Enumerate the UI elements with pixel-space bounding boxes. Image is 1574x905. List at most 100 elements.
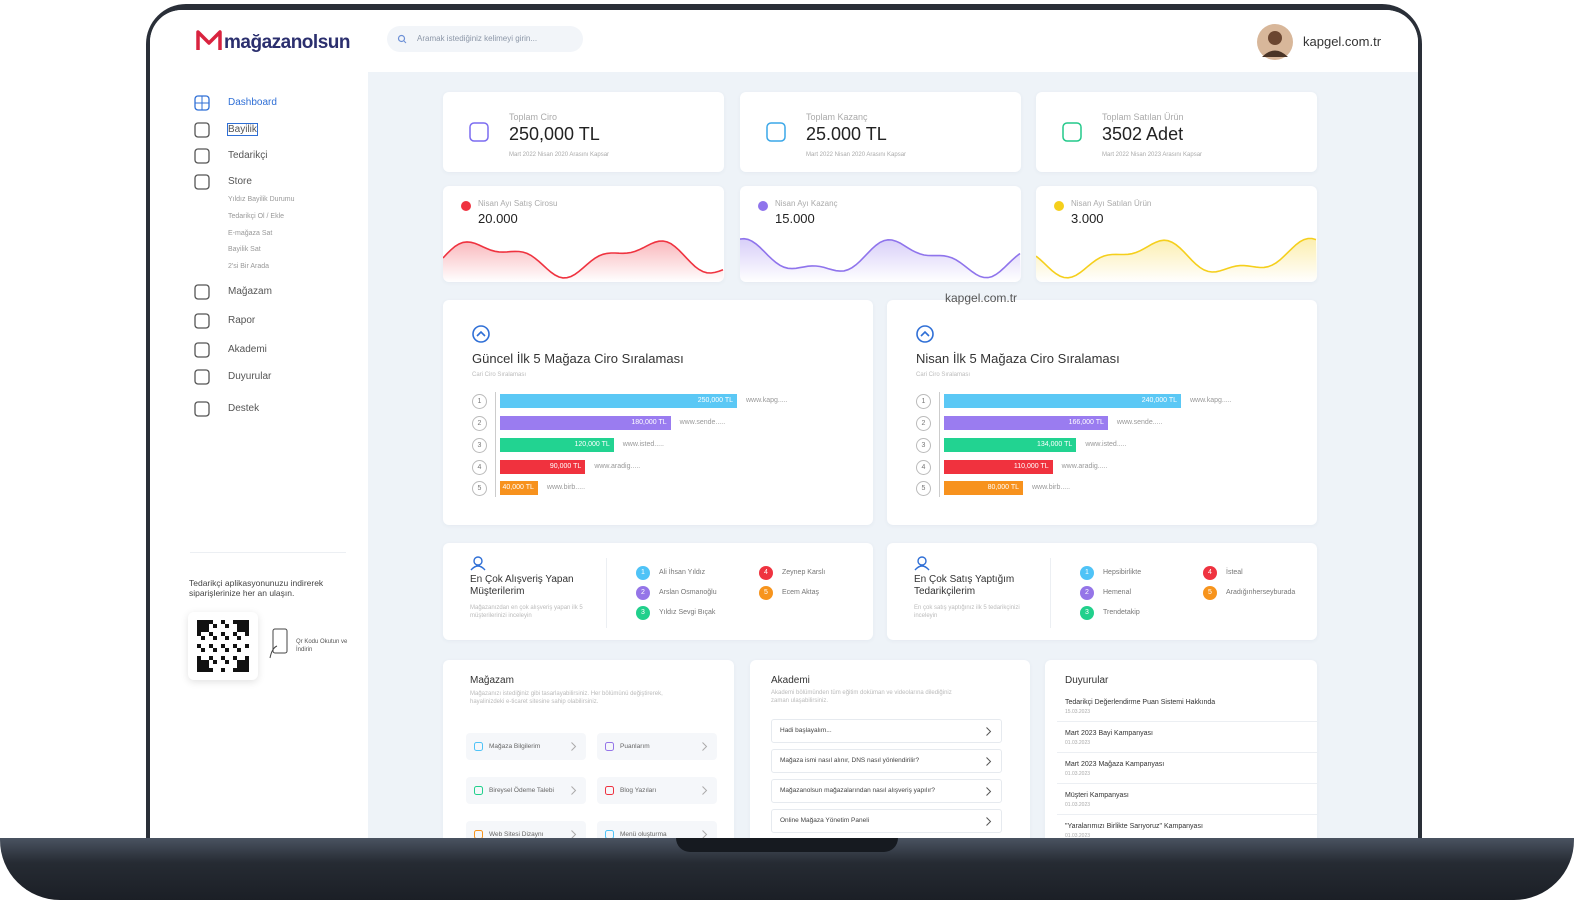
bar-label: 40,000 TL (502, 484, 534, 491)
ranking-panel: Güncel İlk 5 Mağaza Ciro Sıralaması Cari … (443, 300, 873, 525)
bar (500, 438, 614, 452)
menu-icon (194, 369, 210, 385)
list-name[interactable]: Ali İhsan Yıldız (659, 569, 706, 576)
stat-label: Toplam Ciro (509, 112, 558, 122)
list-name[interactable]: Zeynep Karslı (782, 569, 826, 576)
news-title[interactable]: Mart 2023 Mağaza Kampanyası (1065, 761, 1165, 768)
list-name[interactable]: Ecem Aktaş (782, 589, 819, 596)
button-icon (605, 786, 614, 795)
search-icon (397, 34, 407, 44)
menu-item[interactable]: Dashboard (228, 97, 277, 108)
button-label: Menü oluşturma (620, 831, 667, 838)
chevron (571, 830, 577, 838)
item-label: Online Mağaza Yönetim Paneli (780, 817, 870, 824)
submenu-item[interactable]: Tedarikçi Ol / Ekle (228, 212, 285, 220)
list-name[interactable]: Yıldız Sevgi Bıçak (659, 609, 716, 616)
rank-axis (495, 392, 496, 497)
rank-badge: 4 (759, 566, 773, 580)
chevron (571, 742, 577, 751)
store-button[interactable]: Puanlarım (597, 733, 717, 760)
list-name[interactable]: Hemenal (1103, 589, 1132, 596)
menu-item[interactable]: Akademi (228, 344, 267, 355)
store-button[interactable]: Mağaza Bilgilerim (466, 733, 586, 760)
rank-axis (939, 392, 940, 497)
divider (606, 558, 607, 628)
rank-badge: 4 (472, 460, 487, 475)
news-title[interactable]: "Yaralarımızı Birlikte Sarıyoruz" Kampan… (1065, 823, 1203, 830)
button-icon (474, 830, 483, 838)
academy-item[interactable]: Mağaza ismi nasıl alınır, DNS nasıl yönl… (771, 749, 1002, 773)
list-name[interactable]: Arslan Osmanoğlu (659, 589, 717, 596)
rank-badge: 3 (1080, 606, 1094, 620)
store-button[interactable]: Web Sitesi Dizaynı (466, 821, 586, 838)
store-button[interactable]: Blog Yazıları (597, 777, 717, 804)
site-label[interactable]: www.isted..... (1085, 441, 1127, 448)
button-label: Puanlarım (620, 743, 650, 750)
stat-label: Toplam Satılan Ürün (1102, 112, 1184, 122)
bar (944, 438, 1077, 452)
menu-item[interactable]: Rapor (228, 315, 256, 326)
site-label[interactable]: www.isted..... (622, 441, 664, 448)
menu-item[interactable]: Mağazam (228, 286, 272, 297)
item-label: Hadi başlayalım... (780, 727, 832, 734)
list-name[interactable]: Aradığınherseyburada (1226, 589, 1296, 596)
list-name[interactable]: Hepsibirlikte (1103, 569, 1142, 576)
academy-item[interactable]: Mağazanolsun mağazalarından nasıl alışve… (771, 779, 1002, 803)
card-title: Duyurular (1065, 675, 1109, 686)
site-label[interactable]: www.aradig..... (594, 463, 641, 470)
news-title[interactable]: Tedarikçi Değerlendirme Puan Sistemi Hak… (1065, 699, 1216, 706)
bar (500, 481, 538, 495)
menu-item[interactable]: Bayilik (227, 123, 258, 136)
news-date: 01.03.2023 (1065, 771, 1091, 777)
list-name[interactable]: İsteal (1226, 569, 1243, 576)
news-card: Duyurular Tedarikçi Değerlendirme Puan Si… (1045, 660, 1317, 838)
menu-item[interactable]: Duyurular (228, 371, 272, 382)
card-title: Mağazam (470, 675, 514, 686)
store-button[interactable]: Menü oluşturma (597, 821, 717, 838)
rank-badge: 4 (1203, 566, 1217, 580)
card-title: Akademi (771, 675, 810, 686)
status-dot (461, 201, 471, 211)
site-label[interactable]: www.birb..... (1032, 484, 1071, 491)
submenu-item[interactable]: 2'si Bir Arada (228, 263, 270, 271)
site-label[interactable]: www.aradig..... (1061, 463, 1108, 470)
menu-item[interactable]: Tedarikçi (228, 150, 268, 161)
news-date: 01.03.2023 (1065, 802, 1091, 808)
bar-label: 250,000 TL (697, 397, 733, 404)
rank-badge: 2 (472, 416, 487, 431)
bar-label: 240,000 TL (1141, 397, 1177, 404)
submenu-item[interactable]: E-mağaza Sat (228, 229, 273, 237)
search-box[interactable]: Aramak istediğiniz kelimeyi girin... (387, 26, 583, 52)
bar-label: 134,000 TL (1037, 441, 1073, 448)
logo-mark (196, 30, 222, 50)
site-label[interactable]: www.kapg..... (746, 397, 788, 404)
menu-item[interactable]: Store (228, 176, 252, 187)
site-label[interactable]: www.birb..... (546, 484, 586, 491)
rank-badge: 3 (636, 606, 650, 620)
rank-badge: 2 (636, 586, 650, 600)
stat-card: Toplam Satılan Ürün 3502 Adet Mart 2022 Ni… (1036, 92, 1317, 172)
rank-badge: 2 (916, 416, 931, 431)
panel-icon (472, 325, 490, 343)
bar-label: 120,000 TL (574, 441, 610, 448)
academy-item[interactable]: Online Mağaza Yönetim Paneli (771, 809, 1002, 833)
chevron (702, 742, 708, 751)
site-label[interactable]: www.sende..... (1116, 419, 1163, 426)
submenu-item[interactable]: Bayilik Sat (228, 246, 261, 254)
site-label[interactable]: www.kapg..... (1190, 397, 1232, 404)
news-title[interactable]: Mart 2023 Bayi Kampanyası (1065, 730, 1153, 737)
menu-item[interactable]: Destek (228, 403, 260, 414)
divider (1057, 752, 1317, 753)
academy-item[interactable]: Hadi başlayalım... (771, 719, 1002, 743)
news-title[interactable]: Müşteri Kampanyası (1065, 792, 1129, 799)
user-name[interactable]: kapgel.com.tr (1303, 34, 1382, 49)
site-label[interactable]: www.sende..... (679, 419, 726, 426)
chevron (986, 757, 992, 766)
rank-badge: 1 (472, 394, 487, 409)
store-button[interactable]: Bireysel Ödeme Talebi (466, 777, 586, 804)
rank-badge: 5 (472, 481, 487, 496)
list-name[interactable]: Trendetakip (1103, 609, 1140, 616)
stat-note: Mart 2022 Nisan 2023 Arasını Kapsar (1102, 152, 1203, 158)
menu-icon (194, 148, 210, 164)
submenu-item[interactable]: Yıldız Bayilik Durumu (228, 196, 295, 203)
